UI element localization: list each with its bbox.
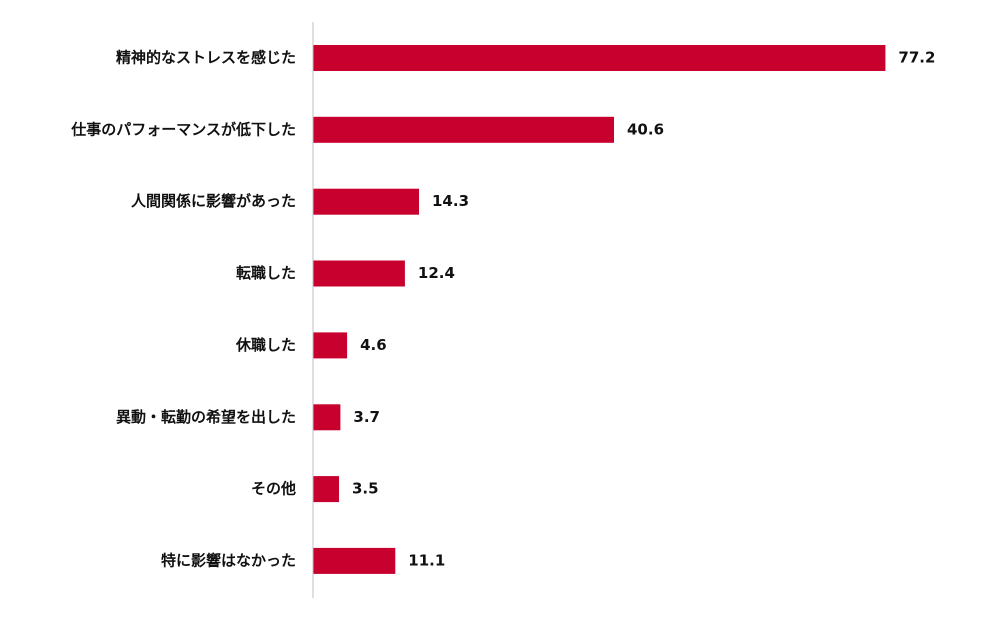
bar-2	[313, 188, 419, 215]
bar-6	[313, 476, 339, 503]
value-label-2: 14.3	[432, 192, 469, 210]
bar-7	[313, 547, 396, 574]
bar-5	[313, 404, 341, 431]
category-labels-layer: 精神的なストレスを感じた仕事のパフォーマンスが低下した人間関係に影響があった転職…	[70, 49, 296, 570]
bar-0	[313, 45, 886, 71]
category-label-7: 特に影響はなかった	[161, 551, 296, 569]
bar-4	[313, 332, 348, 359]
bar-1	[313, 116, 614, 143]
category-label-5: 異動・転勤の希望を出した	[116, 408, 296, 426]
value-label-0: 77.2	[898, 49, 935, 67]
category-label-4: 休職した	[235, 336, 296, 354]
bar-3	[313, 260, 405, 287]
category-label-3: 転職した	[236, 264, 296, 282]
value-label-1: 40.6	[627, 120, 664, 138]
value-label-3: 12.4	[418, 264, 455, 282]
value-label-6: 3.5	[352, 480, 379, 498]
category-label-2: 人間関係に影響があった	[131, 192, 296, 210]
value-labels-layer: 77.2 40.6 14.3 12.4 4.6 3.7 3.5 11.1	[352, 49, 935, 570]
category-label-1: 仕事のパフォーマンスが低下した	[70, 120, 296, 138]
value-label-7: 11.1	[408, 551, 445, 569]
bars-layer	[313, 45, 886, 574]
category-label-6: その他	[251, 480, 296, 498]
category-label-0: 精神的なストレスを感じた	[116, 49, 296, 67]
value-label-5: 3.7	[353, 408, 380, 426]
value-label-4: 4.6	[360, 336, 387, 354]
